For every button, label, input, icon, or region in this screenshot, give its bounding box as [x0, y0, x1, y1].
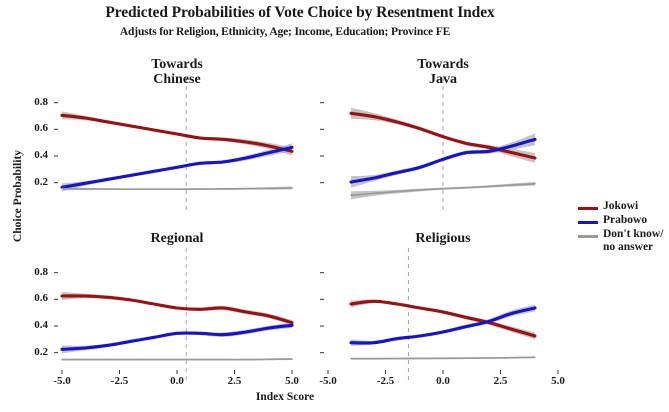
panel-title-3: Religious — [415, 231, 471, 246]
panel-title-0: Towards Chinese — [151, 57, 203, 87]
x-tick-label: 5.0 — [285, 375, 299, 387]
y-tick-label: 0.4 — [34, 319, 48, 331]
x-tick-label: -2.5 — [376, 375, 395, 387]
series-line-0 — [60, 294, 294, 325]
legend-swatch-icon — [578, 235, 598, 238]
series-line-2 — [350, 356, 536, 360]
chart-title: Predicted Probabilities of Vote Choice b… — [105, 4, 495, 21]
y-tick-label: 0.8 — [34, 95, 48, 108]
legend-swatch-icon — [578, 207, 598, 210]
legend-label: Don't know/ no answer — [603, 228, 664, 253]
series-line-2 — [61, 187, 293, 191]
series-line-2 — [61, 358, 293, 361]
series-line-0 — [349, 299, 537, 338]
series-line-1 — [60, 145, 294, 189]
x-axis-label: Index Score — [255, 391, 315, 403]
series-line-2 — [350, 182, 536, 197]
panel-0 — [54, 78, 294, 210]
y-tick-label: 0.8 — [34, 265, 48, 278]
panel-3 — [320, 248, 559, 380]
legend-label: Jokowi — [603, 200, 639, 212]
x-tick-label: 2.5 — [227, 375, 242, 387]
x-tick-label: 5.0 — [551, 375, 565, 387]
legend-swatch-icon — [578, 221, 598, 224]
legend-item-1[interactable]: Prabowo — [578, 214, 668, 227]
panel-1 — [320, 78, 537, 210]
series-line-1 — [349, 137, 537, 184]
panel-title-1: Towards Java — [417, 57, 469, 87]
panel-2 — [54, 248, 294, 380]
series-line-0 — [60, 113, 294, 153]
x-tick-label: 0.0 — [436, 375, 450, 387]
x-tick-label: -5.0 — [319, 375, 337, 387]
legend-item-2[interactable]: Don't know/ no answer — [578, 228, 668, 254]
x-tick-label: -5.0 — [53, 375, 71, 387]
confidence-band-1 — [62, 322, 292, 354]
series-line-1 — [349, 306, 537, 345]
chart-subtitle: Adjusts for Religion, Ethnicity, Age; In… — [119, 26, 451, 38]
y-tick-label: 0.6 — [34, 122, 48, 135]
x-tick-label: 2.5 — [493, 375, 508, 387]
series-line-0 — [349, 111, 537, 160]
y-tick-label: 0.2 — [34, 345, 48, 358]
y-tick-label: 0.2 — [34, 175, 48, 188]
legend: Jokowi Prabowo Don't know/ no answer — [578, 200, 668, 255]
y-tick-label: 0.6 — [34, 292, 48, 305]
x-tick-label: -2.5 — [110, 375, 129, 387]
x-tick-label: 0.0 — [170, 375, 184, 387]
series-line-1 — [60, 323, 294, 351]
legend-label: Prabowo — [603, 214, 648, 226]
y-tick-label: 0.4 — [34, 149, 48, 161]
legend-item-0[interactable]: Jokowi — [578, 200, 668, 213]
y-axis-label: Choice Probability — [12, 149, 24, 243]
panel-title-2: Regional — [150, 231, 204, 246]
